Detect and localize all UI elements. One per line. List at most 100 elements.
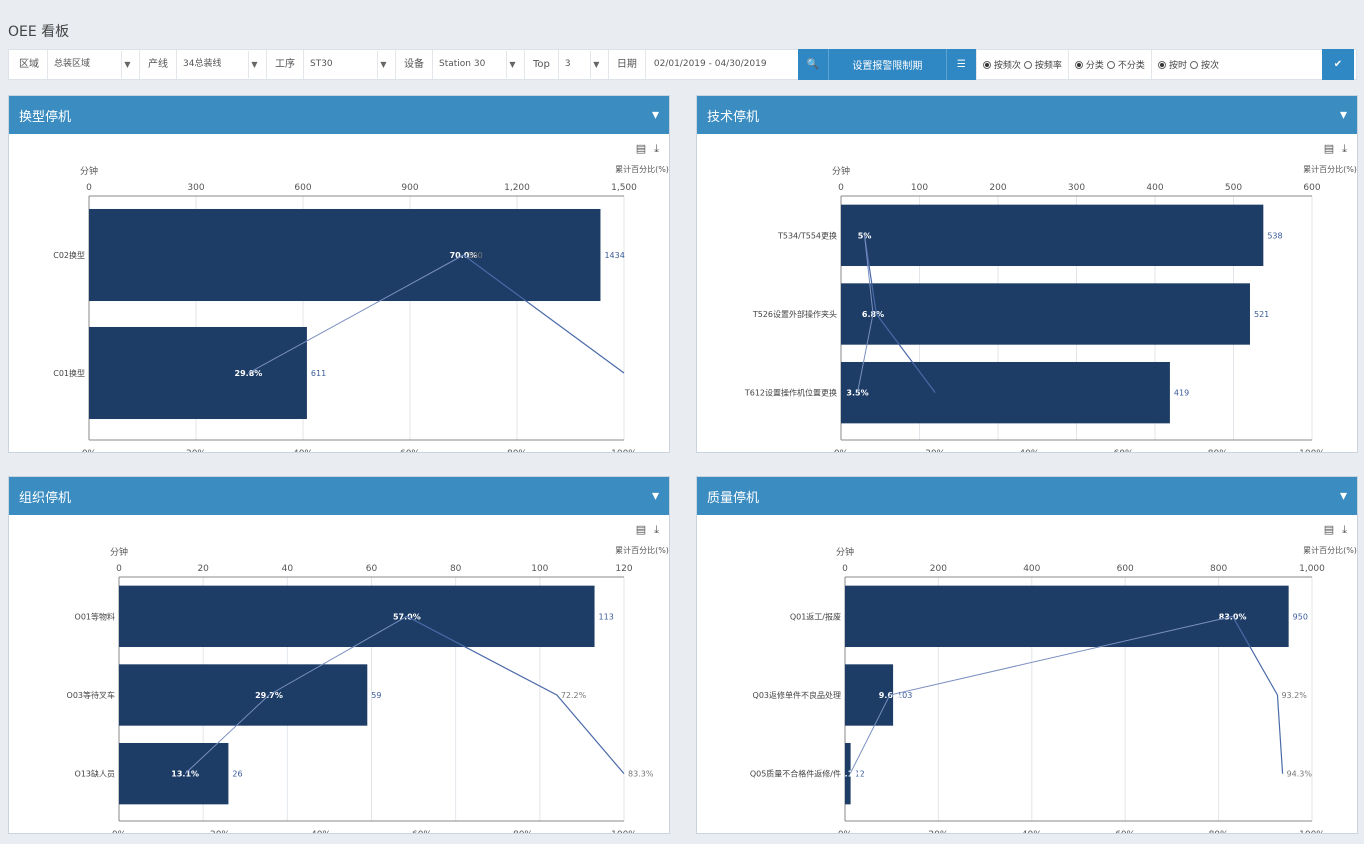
bottom-tick-label: 80% — [1208, 449, 1228, 452]
panel-header: 换型停机 ▾ — [9, 96, 669, 134]
top-tick-label: 1,500 — [611, 183, 637, 193]
category-label: O01等物料 — [75, 611, 115, 621]
panel-technical-downtime: 技术停机▾ ▤⤓ 0100200300400500600分钟累计百分比(%)0%… — [696, 95, 1358, 453]
bar-chart: 0 300 600 900 1,200 1,500 分钟 累计百分比(%) 0% 20% 40% 60… — [53, 164, 669, 452]
top-tick-label: 0 — [116, 564, 122, 574]
panel-title: 换型停机 — [19, 109, 72, 125]
top-tick-label: 0 — [838, 183, 844, 193]
line-select[interactable]: 34总装线 ▼ — [177, 50, 267, 79]
bar-value-label: 59 — [371, 691, 381, 700]
confirm-button[interactable]: ✔ — [1322, 49, 1354, 80]
chevron-down-icon: ▼ — [506, 51, 518, 78]
equipment-select[interactable]: Station 30 ▼ — [433, 50, 525, 79]
area-select[interactable]: 总装区域 ▼ — [48, 50, 140, 79]
list-button[interactable]: ☰ — [945, 49, 976, 80]
filter-label-date: 日期 — [609, 50, 646, 79]
radio-dot-selected[interactable] — [1157, 60, 1166, 69]
bar-chart: 0 200 400 600 800 1,000 分钟 累计百分比(%) 0% 20% 40% 60% 8… — [750, 545, 1357, 833]
top-tick-label: 400 — [1023, 564, 1040, 574]
collapse-icon[interactable]: ▾ — [1339, 488, 1347, 504]
filter-bar: 区域 总装区域 ▼ 产线 34总装线 ▼ 工序 ST30 ▼ 设备 Station 3… — [8, 49, 1357, 80]
radio-dot-selected[interactable] — [982, 60, 991, 69]
bar-value-label: 1434 — [604, 251, 624, 260]
bottom-tick-label: 100% — [611, 449, 637, 452]
area-select-value: 总装区域 — [54, 59, 91, 69]
download-icon[interactable]: ⤓ — [1342, 523, 1347, 536]
right-axis-label: 累计百分比(%) — [615, 545, 669, 555]
panel-quality-downtime: 质量停机▾ ▤⤓ 02004006008001,000分钟累计百分比(%)0%2… — [696, 476, 1358, 834]
bottom-tick-label: 20% — [928, 830, 948, 833]
process-select[interactable]: ST30 ▼ — [304, 50, 396, 79]
axis-title: 分钟 — [836, 546, 854, 558]
panel-changeover-downtime: 换型停机▾ ▤⤓ 03006009001,2001,500分钟累计百分比(%)0… — [8, 95, 670, 453]
top-select[interactable]: 3 ▼ — [559, 50, 609, 79]
single-percent-line — [849, 615, 1233, 774]
category-label: O03等待叉车 — [67, 690, 115, 700]
data-view-icon[interactable]: ▤ — [635, 142, 647, 155]
radio-group-classify[interactable]: 分类 不分类 — [1067, 50, 1151, 79]
collapse-icon[interactable]: ▾ — [651, 107, 659, 123]
category-label: O13缺人员 — [75, 769, 115, 779]
data-view-icon[interactable]: ▤ — [1323, 142, 1335, 155]
bar-value-label: 538 — [1267, 231, 1282, 240]
category-label: C02换型 — [53, 250, 85, 260]
top-tick-label: 200 — [989, 183, 1006, 193]
radio-group-time[interactable]: 按时 按次 — [1150, 50, 1225, 79]
cumulative-label: 83.3% — [628, 770, 654, 779]
radio-label: 按频率 — [1034, 61, 1062, 71]
analysis-button[interactable]: 设置报警限制期 — [827, 49, 946, 80]
cumulative-label: 94.3% — [1287, 770, 1313, 779]
bar — [841, 283, 1250, 345]
top-tick-label: 500 — [1225, 183, 1242, 193]
bar — [845, 585, 1289, 648]
bar — [119, 585, 595, 648]
download-icon[interactable]: ⤓ — [654, 142, 659, 155]
radio-label: 不分类 — [1117, 61, 1145, 71]
bar — [841, 361, 1170, 424]
top-tick-label: 80 — [450, 564, 462, 574]
bottom-tick-label: 20% — [186, 449, 206, 452]
bottom-tick-label: 60% — [1115, 830, 1135, 833]
download-icon[interactable]: ⤓ — [1342, 142, 1347, 155]
top-tick-label: 120 — [615, 564, 632, 574]
bottom-tick-label: 40% — [1019, 449, 1039, 452]
data-view-icon[interactable]: ▤ — [1323, 523, 1335, 536]
radio-group-frequency[interactable]: 按频次 按频率 — [975, 50, 1068, 79]
radio-dot[interactable] — [1023, 60, 1032, 69]
bottom-tick-label: 0% — [834, 449, 849, 452]
filter-label-line: 产线 — [140, 50, 177, 79]
panel-title: 质量停机 — [707, 490, 760, 506]
axis-title: 分钟 — [832, 165, 850, 177]
top-tick-label: 40 — [282, 564, 294, 574]
bar-value-label: 103 — [897, 691, 912, 700]
bottom-tick-label: 40% — [1022, 830, 1042, 833]
collapse-icon[interactable]: ▾ — [1339, 107, 1347, 123]
radio-dot[interactable] — [1106, 60, 1115, 69]
equipment-select-value: Station 30 — [439, 59, 486, 69]
category-label: T526设置外部操作夹头 — [752, 309, 837, 319]
radio-dot-selected[interactable] — [1074, 60, 1083, 69]
radio-dot[interactable] — [1189, 60, 1198, 69]
category-label: C01换型 — [53, 368, 85, 378]
bar-value-label: 113 — [599, 612, 614, 621]
filter-label-top: Top — [525, 50, 559, 79]
top-tick-label: 200 — [930, 564, 947, 574]
chart-toolbar: ▤ ⤓ — [636, 142, 659, 156]
bottom-tick-label: 100% — [1299, 830, 1325, 833]
download-icon[interactable]: ⤓ — [654, 523, 659, 536]
check-icon: ✔ — [1333, 59, 1343, 70]
search-button[interactable]: 🔍 — [797, 49, 828, 80]
single-percent-line — [184, 615, 408, 775]
data-view-icon[interactable]: ▤ — [635, 523, 647, 536]
bottom-tick-label: 60% — [1114, 449, 1134, 452]
right-axis-label: 累计百分比(%) — [1303, 545, 1357, 555]
date-range-input[interactable]: 02/01/2019 - 04/30/2019 — [653, 59, 767, 69]
radio-label: 分类 — [1085, 61, 1104, 71]
bar-chart: 0 100 200 300 400 500 600 分钟 累计百分比(%) 0% 20% 40% 60%… — [744, 164, 1357, 452]
collapse-icon[interactable]: ▾ — [651, 488, 659, 504]
percent-label: 3.5% — [846, 389, 868, 398]
bar-value-label: 950 — [1293, 612, 1308, 621]
percent-label: 1.1% — [839, 770, 861, 779]
single-percent-line — [248, 254, 464, 374]
top-tick-label: 100 — [531, 564, 548, 574]
